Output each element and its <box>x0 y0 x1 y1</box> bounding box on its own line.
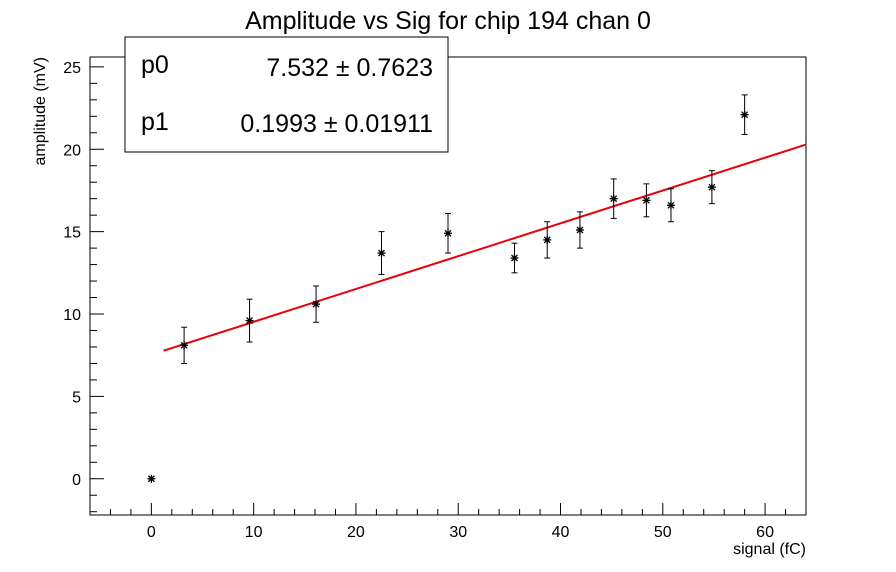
chart-title: Amplitude vs Sig for chip 194 chan 0 <box>245 7 651 35</box>
data-point <box>510 242 519 274</box>
stats-row-1-value: 0.1993 ± 0.01911 <box>240 110 433 138</box>
x-tick-label: 30 <box>449 524 467 541</box>
star-marker <box>245 316 254 325</box>
star-marker <box>543 235 552 244</box>
star-marker <box>510 253 519 262</box>
data-point <box>666 188 675 223</box>
star-marker <box>642 196 651 205</box>
star-marker <box>312 300 321 309</box>
points-layer <box>147 94 749 483</box>
x-tick-label: 20 <box>347 524 365 541</box>
y-tick-label: 10 <box>63 307 81 324</box>
data-point <box>575 211 584 249</box>
data-point <box>312 285 321 323</box>
x-tick-label: 40 <box>552 524 570 541</box>
y-tick-label: 20 <box>63 142 81 159</box>
x-axis-label: signal (fC) <box>733 541 806 558</box>
x-tick-label: 50 <box>654 524 672 541</box>
fit-layer <box>163 143 807 352</box>
star-marker <box>575 225 584 234</box>
y-tick-label: 5 <box>72 389 81 406</box>
stats-row-0-value: 7.532 ± 0.7623 <box>266 54 433 82</box>
star-marker <box>444 229 452 238</box>
data-point <box>377 231 386 275</box>
data-point <box>707 170 716 205</box>
stats-box: p0 7.532 ± 0.7623 p1 0.1993 ± 0.01911 <box>124 36 449 153</box>
y-tick-label: 15 <box>63 225 81 242</box>
star-marker <box>147 474 156 483</box>
x-tick-label: 10 <box>245 524 263 541</box>
stats-box-frame <box>124 36 449 153</box>
star-marker <box>377 249 386 258</box>
axis-ticks: 0 10 20 30 40 50 60 0 5 10 15 20 25 <box>63 60 807 541</box>
x-tick-label: 0 <box>147 524 156 541</box>
star-marker <box>707 183 716 192</box>
data-point <box>740 94 749 135</box>
data-point <box>444 213 452 254</box>
data-point <box>609 178 618 219</box>
star-marker <box>740 110 749 119</box>
data-point <box>147 474 156 483</box>
y-tick-label: 25 <box>63 60 81 77</box>
star-marker <box>180 341 189 350</box>
data-point <box>245 298 254 343</box>
data-point <box>642 183 651 218</box>
y-tick-label: 0 <box>72 472 81 489</box>
y-axis-label: amplitude (mV) <box>32 57 49 165</box>
x-tick-label: 60 <box>756 524 774 541</box>
fit-line <box>163 143 807 352</box>
stats-row-1-name: p1 <box>141 108 169 136</box>
data-point <box>543 221 552 259</box>
star-marker <box>609 194 618 203</box>
star-marker <box>666 201 675 210</box>
data-point <box>180 326 189 364</box>
stats-row-0-name: p0 <box>141 51 169 79</box>
